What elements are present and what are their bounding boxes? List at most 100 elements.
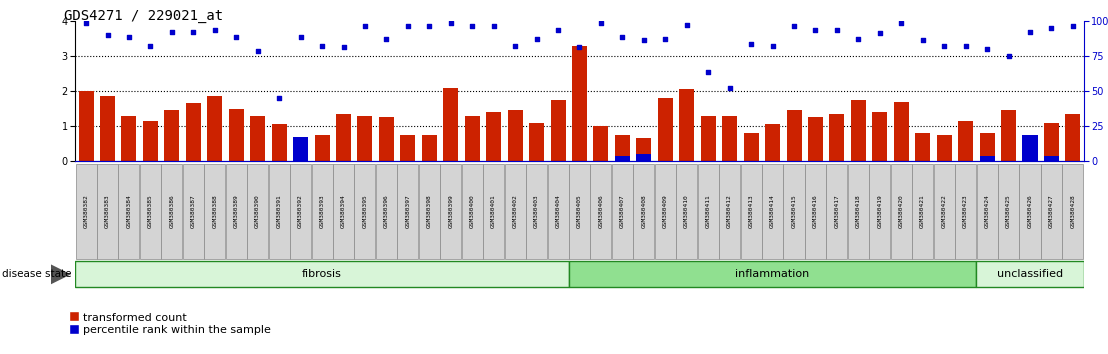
Point xyxy=(807,27,824,33)
Point xyxy=(163,29,181,35)
Point xyxy=(892,20,910,26)
Point xyxy=(78,20,95,26)
Bar xyxy=(358,116,372,161)
Point xyxy=(142,43,160,48)
FancyBboxPatch shape xyxy=(376,164,397,259)
Bar xyxy=(207,96,223,161)
Text: GSM380399: GSM380399 xyxy=(449,195,453,228)
FancyBboxPatch shape xyxy=(355,164,376,259)
Point xyxy=(721,85,739,91)
Point xyxy=(206,27,224,33)
Bar xyxy=(164,110,179,161)
Text: GSM380382: GSM380382 xyxy=(83,195,89,228)
Text: GSM380401: GSM380401 xyxy=(491,195,496,228)
Text: GSM380386: GSM380386 xyxy=(170,195,174,228)
Text: GSM380420: GSM380420 xyxy=(899,195,904,228)
Bar xyxy=(530,122,544,161)
Bar xyxy=(336,114,351,161)
Text: fibrosis: fibrosis xyxy=(302,269,342,279)
FancyBboxPatch shape xyxy=(1019,164,1040,259)
Bar xyxy=(915,133,931,161)
FancyBboxPatch shape xyxy=(655,164,676,259)
FancyBboxPatch shape xyxy=(762,164,783,259)
Point xyxy=(1043,25,1060,31)
Text: GSM380404: GSM380404 xyxy=(555,195,561,228)
Point xyxy=(485,24,503,29)
Text: GSM380421: GSM380421 xyxy=(921,195,925,228)
Text: GSM380414: GSM380414 xyxy=(770,195,776,228)
FancyBboxPatch shape xyxy=(740,164,761,259)
Point xyxy=(828,27,845,33)
FancyBboxPatch shape xyxy=(162,164,183,259)
FancyBboxPatch shape xyxy=(483,164,504,259)
FancyBboxPatch shape xyxy=(440,164,461,259)
Point xyxy=(699,69,717,75)
Text: GSM380393: GSM380393 xyxy=(319,195,325,228)
FancyBboxPatch shape xyxy=(75,261,568,287)
Bar xyxy=(228,109,244,161)
FancyBboxPatch shape xyxy=(1040,164,1061,259)
Text: GSM380407: GSM380407 xyxy=(619,195,625,228)
Bar xyxy=(830,114,844,161)
Text: GSM380385: GSM380385 xyxy=(148,195,153,228)
Text: inflammation: inflammation xyxy=(736,269,810,279)
Point xyxy=(506,43,524,48)
FancyBboxPatch shape xyxy=(934,164,955,259)
Text: GSM380406: GSM380406 xyxy=(598,195,604,228)
Point xyxy=(614,34,632,40)
FancyBboxPatch shape xyxy=(976,261,1084,287)
Point xyxy=(249,48,267,54)
Polygon shape xyxy=(51,264,71,284)
FancyBboxPatch shape xyxy=(311,164,332,259)
FancyBboxPatch shape xyxy=(719,164,740,259)
Text: GSM380391: GSM380391 xyxy=(277,195,281,228)
FancyBboxPatch shape xyxy=(612,164,633,259)
Point xyxy=(871,31,889,36)
Text: GSM380422: GSM380422 xyxy=(942,195,946,228)
FancyBboxPatch shape xyxy=(827,164,848,259)
Point xyxy=(656,36,674,41)
Point xyxy=(463,24,481,29)
Bar xyxy=(271,124,287,161)
Text: GSM380394: GSM380394 xyxy=(341,195,346,228)
Text: GSM380387: GSM380387 xyxy=(191,195,196,228)
FancyBboxPatch shape xyxy=(698,164,719,259)
Point xyxy=(356,24,373,29)
Bar xyxy=(143,121,158,161)
Text: unclassified: unclassified xyxy=(997,269,1063,279)
Bar xyxy=(250,116,265,161)
Text: GSM380425: GSM380425 xyxy=(1006,195,1010,228)
Bar xyxy=(722,116,737,161)
Text: GSM380405: GSM380405 xyxy=(577,195,582,228)
Bar xyxy=(658,98,673,161)
Text: GSM380398: GSM380398 xyxy=(427,195,432,228)
Text: GSM380419: GSM380419 xyxy=(878,195,882,228)
FancyBboxPatch shape xyxy=(119,164,140,259)
Text: GSM380410: GSM380410 xyxy=(685,195,689,228)
Point xyxy=(786,24,803,29)
Point xyxy=(335,45,352,50)
Bar xyxy=(765,124,780,161)
Text: GSM380424: GSM380424 xyxy=(985,195,989,228)
FancyBboxPatch shape xyxy=(955,164,976,259)
FancyBboxPatch shape xyxy=(591,164,612,259)
Point xyxy=(378,36,396,41)
Point xyxy=(270,95,288,101)
Bar xyxy=(572,46,587,161)
FancyBboxPatch shape xyxy=(804,164,825,259)
Text: GSM380384: GSM380384 xyxy=(126,195,132,228)
Bar xyxy=(122,116,136,161)
Text: GSM380413: GSM380413 xyxy=(749,195,753,228)
Bar xyxy=(979,156,995,161)
Bar xyxy=(743,133,759,161)
FancyBboxPatch shape xyxy=(547,164,568,259)
Text: GSM380408: GSM380408 xyxy=(642,195,646,228)
Bar xyxy=(636,154,652,161)
Bar xyxy=(315,135,329,161)
Text: GSM380427: GSM380427 xyxy=(1049,195,1054,228)
FancyBboxPatch shape xyxy=(870,164,891,259)
Bar xyxy=(636,138,652,161)
Point xyxy=(314,43,331,48)
Text: GSM380423: GSM380423 xyxy=(963,195,968,228)
FancyBboxPatch shape xyxy=(204,164,225,259)
